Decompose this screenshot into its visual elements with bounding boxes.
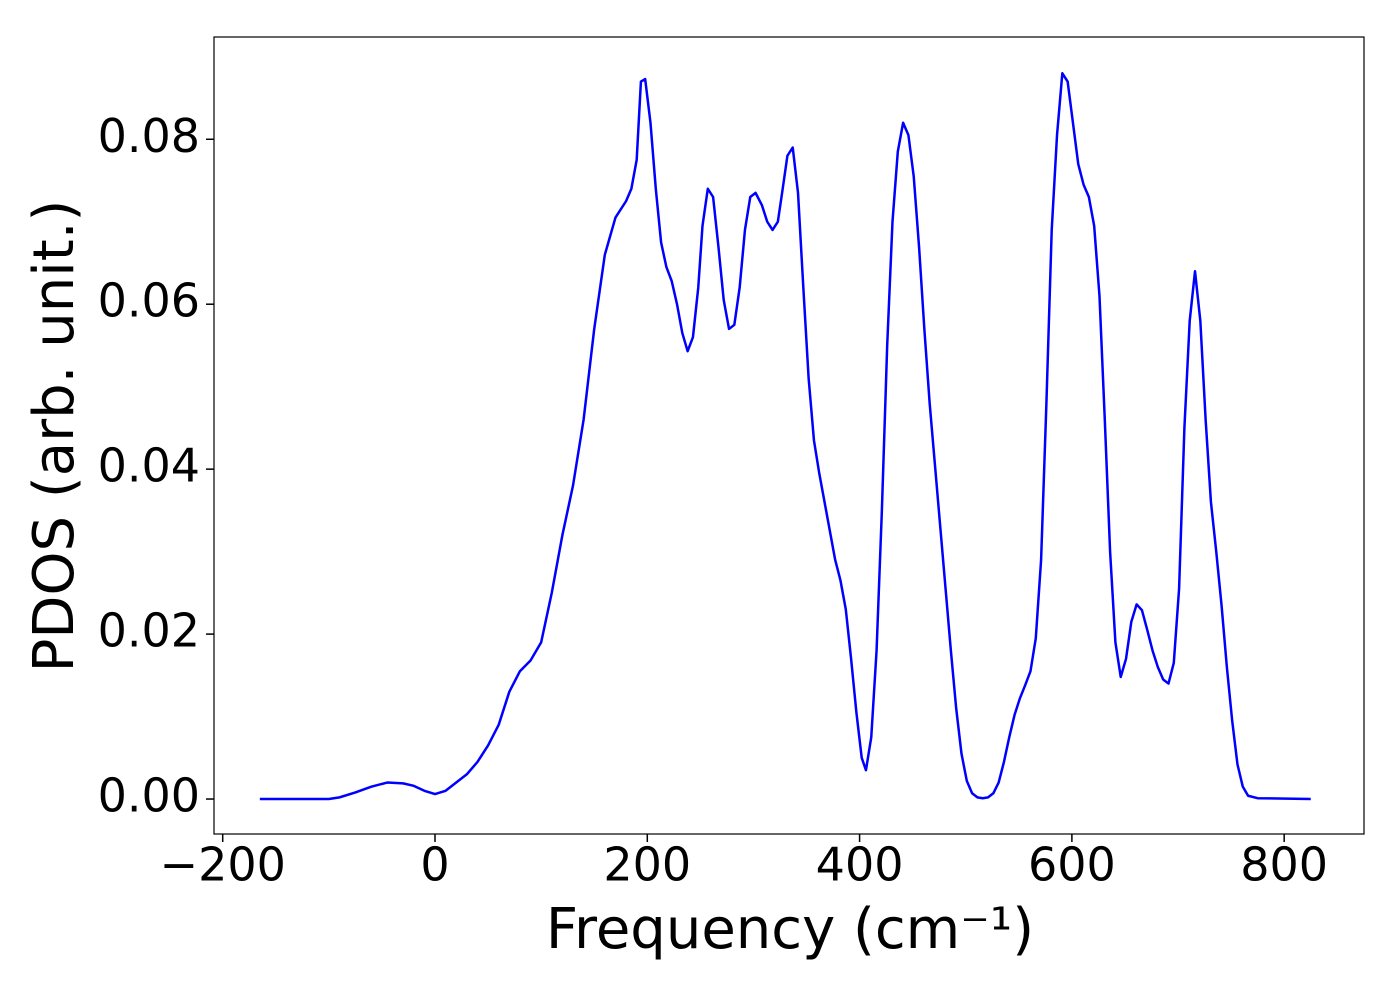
- y-tick-label: 0.08: [98, 109, 200, 163]
- x-tick-label: −200: [160, 838, 286, 892]
- x-tick-label: 200: [603, 838, 691, 892]
- y-tick-label: 0.04: [98, 439, 200, 493]
- y-tick-label: 0.00: [98, 769, 200, 823]
- x-tick-label: 400: [816, 838, 904, 892]
- y-tick-label: 0.02: [98, 604, 200, 658]
- y-tick-label: 0.06: [98, 274, 200, 328]
- x-tick-label: 0: [420, 838, 449, 892]
- x-tick-label: 600: [1028, 838, 1116, 892]
- plot-frame: [213, 36, 1365, 835]
- x-axis-label: Frequency (cm⁻¹): [546, 897, 1034, 962]
- x-tick-label: 800: [1240, 838, 1328, 892]
- y-axis-label: PDOS (arb. unit.): [22, 200, 87, 673]
- data-line: [259, 72, 1311, 801]
